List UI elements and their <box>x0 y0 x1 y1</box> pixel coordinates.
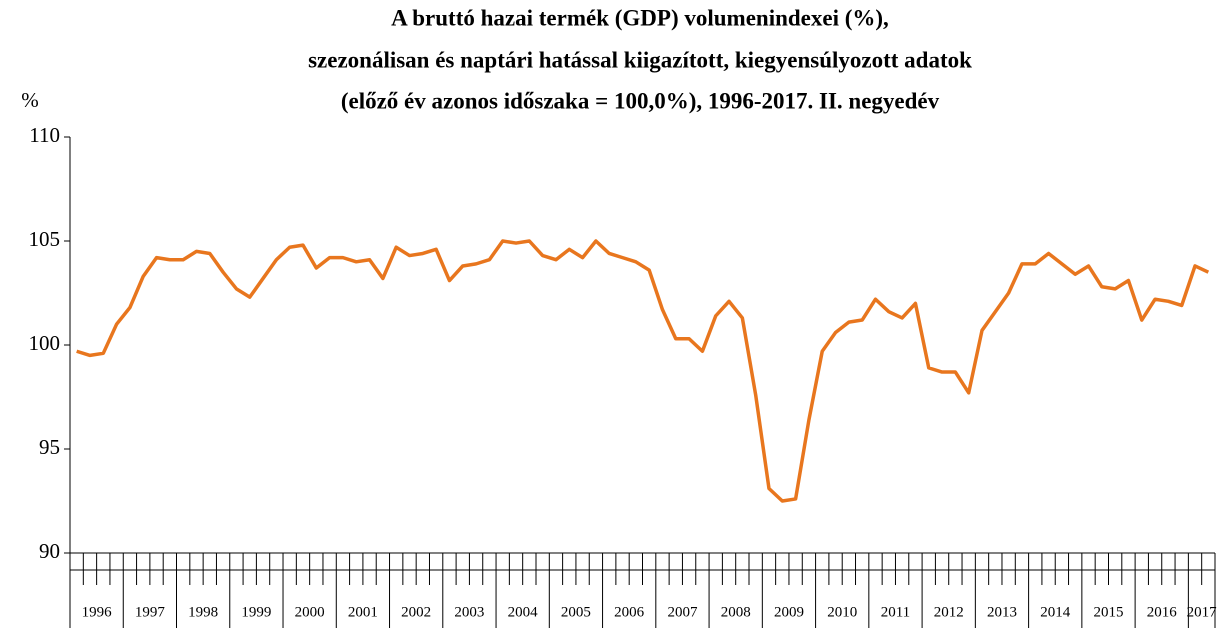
x-group-label: 2011 <box>881 604 910 620</box>
x-group-label: 2014 <box>1040 604 1071 620</box>
x-group-label: 1999 <box>241 604 271 620</box>
x-group-label: 2010 <box>827 604 857 620</box>
x-group-label: 2003 <box>454 604 484 620</box>
x-group-label: 2002 <box>401 604 431 620</box>
y-axis-label: % <box>21 88 39 112</box>
x-group-label: 2005 <box>561 604 591 620</box>
y-tick-label: 95 <box>39 435 60 459</box>
x-group-label: 1997 <box>135 604 166 620</box>
x-group-label: 2013 <box>987 604 1017 620</box>
data-line <box>76 239 1210 503</box>
chart-title: (előző év azonos időszaka = 100,0%), 199… <box>341 88 940 113</box>
chart-title: A bruttó hazai termék (GDP) volumenindex… <box>391 5 889 30</box>
x-group-label: 2007 <box>667 604 698 620</box>
x-group-label: 2008 <box>721 604 751 620</box>
x-group-label: 1996 <box>82 604 113 620</box>
x-group-label: 2016 <box>1147 604 1178 620</box>
x-group-label: 1998 <box>188 604 218 620</box>
x-group-label: 2017 <box>1187 604 1218 620</box>
y-tick-label: 110 <box>29 123 60 147</box>
x-group-label: 2009 <box>774 604 804 620</box>
y-tick-label: 100 <box>29 331 61 355</box>
x-group-label: 2000 <box>295 604 325 620</box>
chart-title: szezonálisan és naptári hatással kiigazí… <box>308 47 972 72</box>
x-group-label: 2001 <box>348 604 378 620</box>
y-tick-label: 90 <box>39 539 60 563</box>
x-group-label: 2015 <box>1093 604 1123 620</box>
x-group-label: 2004 <box>508 604 539 620</box>
x-group-label: 2006 <box>614 604 645 620</box>
y-tick-label: 105 <box>29 227 61 251</box>
x-group-label: 2012 <box>934 604 964 620</box>
